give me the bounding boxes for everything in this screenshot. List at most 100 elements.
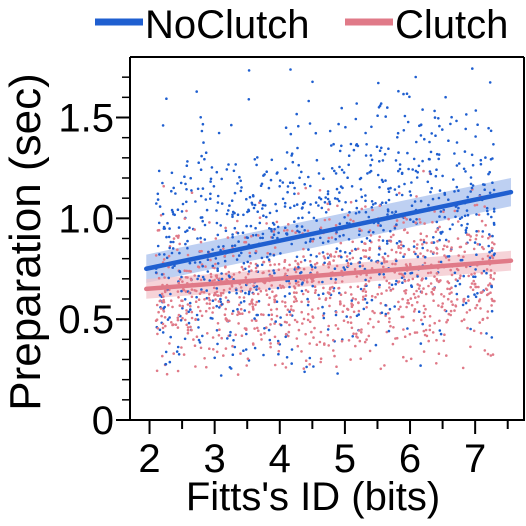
point-noclutch: [340, 106, 344, 110]
point-noclutch: [408, 95, 411, 99]
point-noclutch: [314, 266, 317, 269]
point-noclutch: [247, 209, 251, 213]
point-noclutch: [488, 170, 492, 174]
point-noclutch: [411, 168, 415, 171]
point-clutch: [351, 256, 355, 260]
scatter-points: [154, 67, 496, 377]
point-noclutch: [321, 292, 325, 296]
point-clutch: [435, 362, 438, 365]
point-clutch: [446, 287, 449, 291]
point-noclutch: [349, 262, 353, 266]
point-clutch: [391, 287, 395, 291]
point-clutch: [294, 297, 298, 301]
point-noclutch: [406, 327, 409, 330]
point-clutch: [302, 278, 306, 282]
point-clutch: [434, 230, 438, 234]
point-noclutch: [251, 194, 255, 197]
point-clutch: [219, 291, 223, 295]
point-clutch: [207, 296, 211, 300]
point-clutch: [364, 205, 367, 208]
point-noclutch: [231, 233, 234, 236]
point-clutch: [225, 272, 228, 276]
point-clutch: [367, 322, 370, 325]
point-noclutch: [369, 154, 373, 157]
point-clutch: [186, 326, 190, 329]
point-noclutch: [462, 167, 466, 171]
point-noclutch: [348, 210, 351, 214]
point-noclutch: [239, 179, 242, 183]
point-noclutch: [463, 214, 467, 218]
point-noclutch: [427, 203, 430, 207]
point-noclutch: [231, 353, 235, 357]
point-clutch: [424, 292, 428, 296]
point-clutch: [301, 322, 304, 325]
point-clutch: [418, 284, 422, 287]
point-noclutch: [235, 288, 238, 292]
point-noclutch: [378, 160, 381, 163]
point-noclutch: [169, 240, 173, 244]
point-clutch: [246, 357, 250, 361]
point-clutch: [304, 288, 308, 292]
point-clutch: [326, 252, 329, 256]
point-clutch: [310, 308, 314, 311]
point-clutch: [362, 249, 365, 252]
point-noclutch: [270, 229, 274, 233]
point-clutch: [273, 300, 277, 304]
point-noclutch: [274, 320, 278, 323]
point-clutch: [199, 240, 203, 244]
point-noclutch: [416, 275, 419, 278]
point-noclutch: [378, 273, 381, 276]
point-noclutch: [211, 248, 214, 251]
point-clutch: [359, 357, 363, 361]
point-clutch: [273, 246, 277, 249]
point-noclutch: [460, 216, 464, 219]
point-clutch: [372, 325, 375, 329]
point-noclutch: [376, 173, 380, 177]
point-noclutch: [398, 163, 402, 166]
point-clutch: [481, 245, 484, 249]
point-noclutch: [387, 190, 391, 193]
point-clutch: [399, 246, 403, 250]
point-noclutch: [374, 343, 378, 347]
point-noclutch: [227, 209, 230, 212]
point-noclutch: [235, 258, 239, 261]
point-clutch: [405, 359, 408, 363]
point-clutch: [242, 296, 246, 299]
point-noclutch: [416, 255, 420, 259]
point-clutch: [269, 274, 272, 277]
point-noclutch: [239, 189, 243, 193]
point-noclutch: [281, 181, 285, 184]
point-noclutch: [490, 249, 494, 252]
point-noclutch: [201, 264, 204, 268]
point-clutch: [208, 302, 211, 306]
point-clutch: [254, 266, 258, 270]
point-clutch: [230, 275, 233, 279]
point-clutch: [236, 313, 239, 317]
point-noclutch: [289, 132, 293, 136]
point-noclutch: [483, 188, 487, 191]
point-clutch: [397, 307, 401, 311]
point-noclutch: [419, 134, 423, 137]
point-noclutch: [176, 208, 180, 211]
point-clutch: [178, 278, 182, 281]
point-clutch: [286, 228, 289, 232]
point-clutch: [422, 350, 426, 353]
point-clutch: [200, 290, 203, 294]
point-noclutch: [314, 201, 318, 204]
point-clutch: [294, 231, 297, 234]
point-clutch: [441, 247, 445, 251]
point-noclutch: [168, 360, 172, 364]
point-noclutch: [437, 196, 441, 200]
point-noclutch: [343, 251, 347, 254]
point-clutch: [255, 326, 259, 330]
point-clutch: [422, 238, 426, 242]
point-clutch: [371, 208, 374, 212]
point-clutch: [489, 291, 492, 295]
point-noclutch: [227, 274, 231, 278]
point-clutch: [364, 249, 368, 252]
point-noclutch: [236, 182, 239, 185]
point-noclutch: [354, 117, 358, 121]
point-noclutch: [220, 277, 224, 281]
point-noclutch: [211, 264, 215, 268]
point-noclutch: [307, 211, 311, 214]
